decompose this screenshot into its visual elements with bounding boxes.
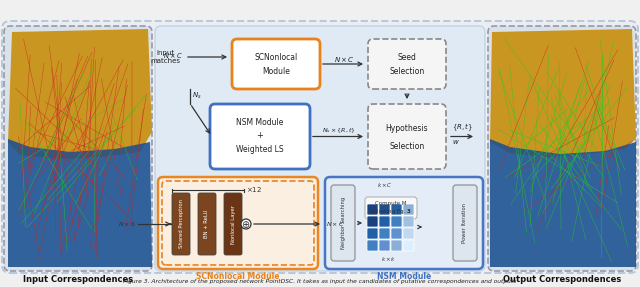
- Text: $N\times6$: $N\times6$: [118, 220, 136, 228]
- Text: Power Iteration: Power Iteration: [463, 203, 467, 243]
- Text: $\oplus$: $\oplus$: [241, 218, 251, 230]
- Text: Seed: Seed: [397, 53, 417, 63]
- FancyBboxPatch shape: [379, 240, 390, 251]
- FancyBboxPatch shape: [367, 204, 378, 215]
- FancyBboxPatch shape: [403, 228, 414, 239]
- Text: Figure 3. Architecture of the proposed network PointDSC. It takes as input the c: Figure 3. Architecture of the proposed n…: [124, 279, 516, 284]
- FancyBboxPatch shape: [379, 204, 390, 215]
- Text: $N_s\times\{R,t\}$: $N_s\times\{R,t\}$: [322, 126, 356, 135]
- Text: Input Correspondences: Input Correspondences: [23, 275, 133, 284]
- FancyBboxPatch shape: [488, 26, 636, 271]
- Text: +: +: [257, 131, 264, 140]
- Text: Shared Perceptron: Shared Perceptron: [179, 199, 184, 249]
- FancyBboxPatch shape: [391, 228, 402, 239]
- FancyBboxPatch shape: [391, 240, 402, 251]
- FancyBboxPatch shape: [172, 193, 190, 255]
- FancyBboxPatch shape: [367, 228, 378, 239]
- FancyBboxPatch shape: [379, 216, 390, 227]
- Text: $k\times k$: $k\times k$: [381, 255, 397, 263]
- Text: Compute M: Compute M: [375, 201, 407, 207]
- Text: Nonlocal Layer: Nonlocal Layer: [230, 205, 236, 243]
- FancyBboxPatch shape: [453, 185, 477, 261]
- FancyBboxPatch shape: [391, 204, 402, 215]
- FancyBboxPatch shape: [368, 39, 446, 89]
- FancyBboxPatch shape: [2, 21, 638, 273]
- FancyBboxPatch shape: [155, 26, 485, 271]
- Text: Selection: Selection: [389, 142, 424, 151]
- Text: $N_s$: $N_s$: [192, 91, 202, 101]
- Text: $w$: $w$: [452, 137, 460, 146]
- Text: following Eq. $\mathbf{3}$: following Eq. $\mathbf{3}$: [370, 208, 412, 216]
- FancyBboxPatch shape: [403, 240, 414, 251]
- Text: $N\times C$: $N\times C$: [163, 51, 183, 61]
- FancyBboxPatch shape: [4, 26, 152, 271]
- Polygon shape: [8, 29, 152, 159]
- Text: SCNonlocal Module: SCNonlocal Module: [196, 272, 280, 281]
- FancyBboxPatch shape: [232, 39, 320, 89]
- FancyBboxPatch shape: [365, 197, 417, 219]
- Text: Input: Input: [156, 50, 174, 56]
- Text: $N\times C$: $N\times C$: [333, 55, 355, 63]
- Text: Output Correspondences: Output Correspondences: [503, 275, 621, 284]
- Circle shape: [241, 219, 251, 229]
- FancyBboxPatch shape: [224, 193, 242, 255]
- Text: $\times$12: $\times$12: [246, 185, 262, 195]
- FancyBboxPatch shape: [210, 104, 310, 169]
- FancyBboxPatch shape: [198, 193, 216, 255]
- Text: BN + ReLU: BN + ReLU: [205, 210, 209, 238]
- Text: $\{R,t\}$: $\{R,t\}$: [452, 122, 473, 133]
- Text: Selection: Selection: [389, 67, 424, 76]
- Polygon shape: [8, 139, 152, 267]
- FancyBboxPatch shape: [391, 216, 402, 227]
- FancyBboxPatch shape: [367, 216, 378, 227]
- Polygon shape: [490, 29, 636, 157]
- FancyBboxPatch shape: [325, 177, 483, 269]
- Text: matches: matches: [150, 58, 180, 64]
- Text: Hypothesis: Hypothesis: [386, 124, 428, 133]
- Text: NSM Module: NSM Module: [377, 272, 431, 281]
- Polygon shape: [490, 139, 636, 267]
- Text: Weighted LS: Weighted LS: [236, 145, 284, 154]
- FancyBboxPatch shape: [403, 216, 414, 227]
- Text: NSM Module: NSM Module: [236, 118, 284, 127]
- Text: Module: Module: [262, 67, 290, 76]
- FancyBboxPatch shape: [367, 240, 378, 251]
- FancyBboxPatch shape: [379, 228, 390, 239]
- FancyBboxPatch shape: [368, 104, 446, 169]
- FancyBboxPatch shape: [403, 204, 414, 215]
- Text: $N\times C$: $N\times C$: [326, 220, 345, 228]
- Text: SCNonlocal: SCNonlocal: [254, 53, 298, 63]
- FancyBboxPatch shape: [158, 177, 318, 269]
- Text: Neighbor Searching: Neighbor Searching: [340, 197, 346, 249]
- FancyBboxPatch shape: [331, 185, 355, 261]
- Text: $k\times C$: $k\times C$: [377, 181, 393, 189]
